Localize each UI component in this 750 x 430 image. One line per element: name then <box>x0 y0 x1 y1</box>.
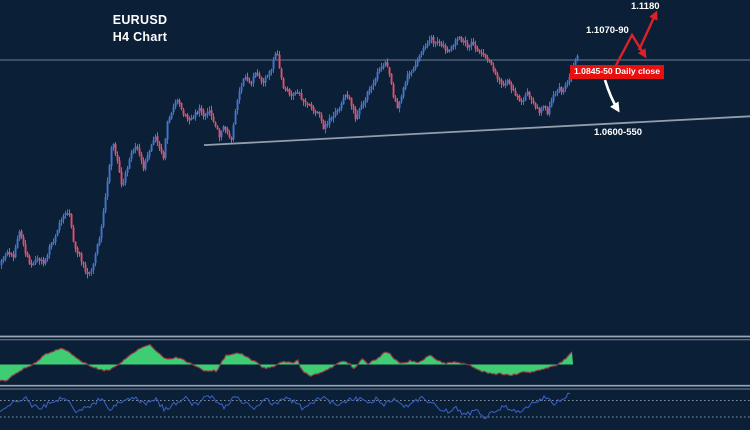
candles-group <box>0 35 579 279</box>
mid-target-price-label: 1.1070-90 <box>586 25 629 36</box>
red-breakout-arrow <box>637 10 658 51</box>
momentum-line <box>0 392 571 419</box>
panel-separators <box>0 335 750 390</box>
oscillator-outline <box>0 343 573 382</box>
support-trendline <box>203 115 750 146</box>
upper-target-price-label: 1.1180 <box>631 1 660 12</box>
timeframe-label: H4 Chart <box>112 29 168 44</box>
symbol-label: EURUSD <box>112 13 168 27</box>
chart-title: EURUSD H4 Chart <box>98 12 182 45</box>
oscillator-area <box>0 344 573 381</box>
support-zone-price-label: 1.0600-550 <box>594 127 643 138</box>
white-rejection-arrow <box>603 79 620 113</box>
daily-close-level-label: 1.0845-50 Daily close <box>570 65 664 79</box>
